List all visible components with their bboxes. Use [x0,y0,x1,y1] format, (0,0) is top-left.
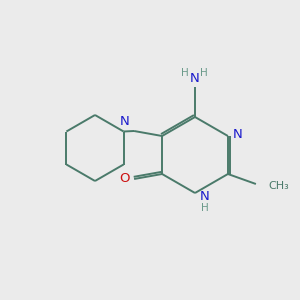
Text: H: H [201,203,209,213]
Text: N: N [120,115,130,128]
Text: N: N [233,128,243,140]
Text: H: H [200,68,208,78]
Text: CH₃: CH₃ [268,181,289,191]
Text: O: O [119,172,129,185]
Text: N: N [190,73,200,85]
Text: N: N [200,190,210,202]
Text: H: H [181,68,189,78]
